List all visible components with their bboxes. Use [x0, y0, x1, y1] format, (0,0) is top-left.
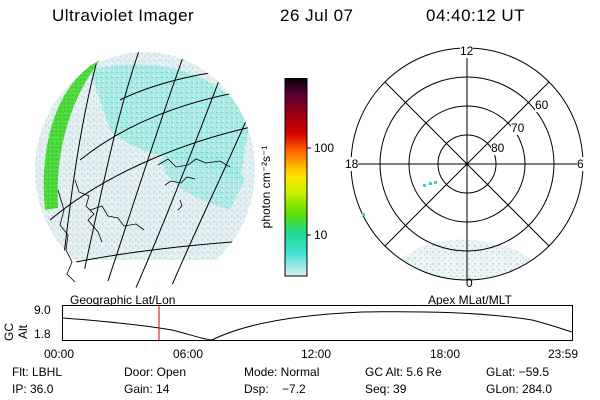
limb-emission: [43, 60, 100, 210]
info-dsp: Dsp: −7.2: [244, 382, 306, 396]
date-label: 26 Jul 07: [280, 6, 354, 25]
aurora-spot: [434, 181, 437, 184]
instrument-title: Ultraviolet Imager: [52, 6, 195, 25]
info-gain: Gain: 14: [124, 382, 170, 396]
colorbar: [284, 78, 311, 277]
mlt-label-18: 18: [345, 157, 359, 171]
mlat-label-80: 80: [491, 141, 505, 155]
polar-caption: Apex MLat/MLT: [428, 293, 512, 307]
info-ip: IP: 36.0: [12, 382, 54, 396]
mlat-label-70: 70: [511, 121, 525, 135]
info-filter: Flt: LBHL: [12, 365, 63, 379]
info-mode: Mode: Normal: [244, 365, 320, 379]
colorbar-unit-label: photon cm⁻²s⁻¹: [259, 145, 273, 229]
timeline-xtick-3: 18:00: [430, 347, 461, 361]
timeline-xtick-0: 00:00: [44, 347, 75, 361]
colorbar-tick-10: 10: [314, 228, 328, 242]
aurora-spot: [429, 182, 432, 185]
info-gc-alt: GC Alt: 5.6 Re: [365, 365, 442, 379]
info-glon: GLon: 284.0: [486, 382, 553, 396]
time-label: 04:40:12 UT: [426, 6, 526, 25]
mlat-label-60: 60: [535, 98, 549, 112]
aurora-spot: [423, 184, 426, 187]
geographic-image: [35, 52, 255, 288]
timeline-ytick-max: 9.0: [34, 303, 51, 317]
aurora-spot: [362, 213, 365, 216]
orbit-timeline: [62, 305, 573, 341]
info-door: Door: Open: [124, 365, 187, 379]
mlt-label-6: 6: [577, 157, 584, 171]
timeline-ytick-min: 1.8: [34, 327, 51, 341]
geo-caption: Geographic Lat/Lon: [70, 293, 176, 307]
timeline-xtick-4: 23:59: [548, 347, 579, 361]
mlt-label-0: 0: [466, 276, 473, 290]
info-glat: GLat: −59.5: [486, 365, 550, 379]
timeline-ylabel: GC Alt: [2, 323, 30, 341]
info-seq: Seq: 39: [365, 382, 407, 396]
timeline-xtick-2: 12:00: [301, 347, 332, 361]
colorbar-tick-100: 100: [314, 141, 335, 155]
timeline-xtick-1: 06:00: [173, 347, 204, 361]
mlt-label-12: 12: [460, 44, 474, 58]
polar-plot: [350, 47, 584, 281]
